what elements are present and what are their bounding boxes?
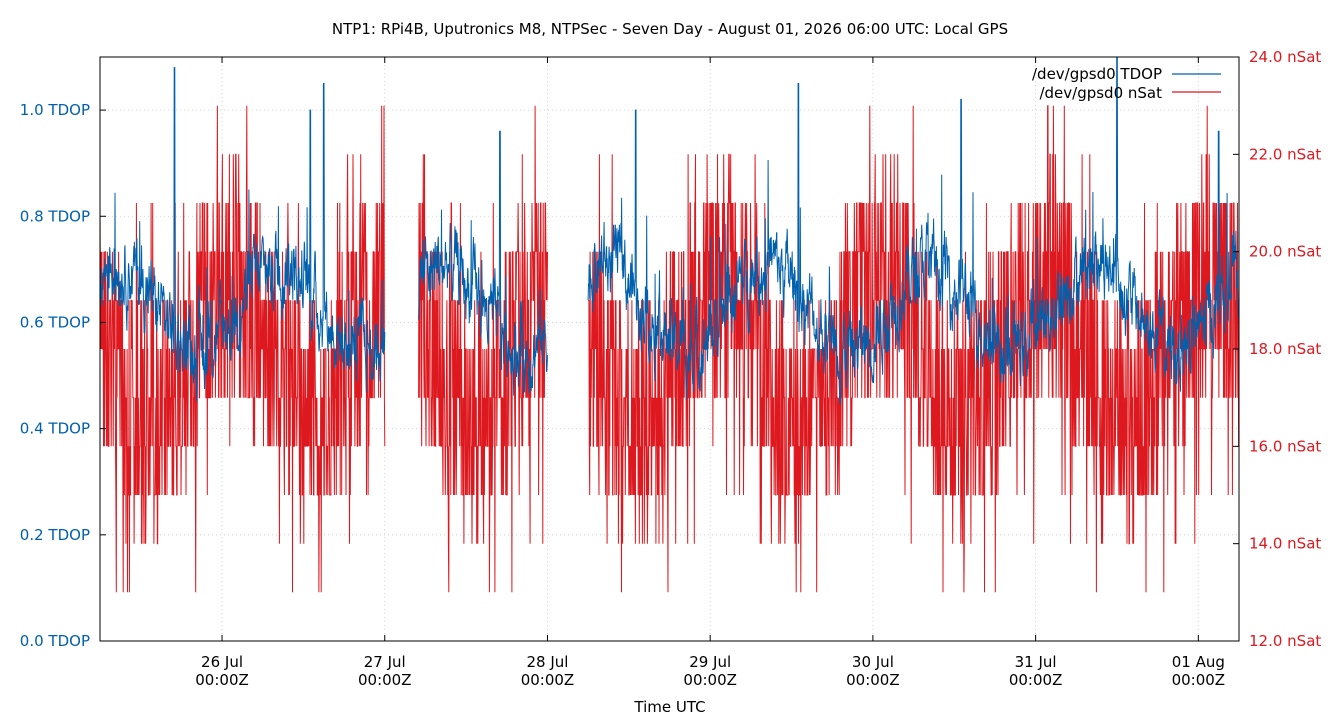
x-tick-label-time: 00:00Z [521,671,575,689]
y-right-tick-label: 16.0 nSat [1249,437,1321,455]
axis-labels: 0.0 TDOP 0.2 TDOP 0.4 TDOP 0.6 TDOP 0.8 TDOP… [20,48,1322,689]
axis-ticks [100,56,1239,642]
x-tick-label-date: 31 Jul [1015,653,1057,671]
x-tick-label-time: 00:00Z [846,671,900,689]
y-left-tick-label: 1.0 TDOP [20,101,90,119]
x-tick-label-date: 01 Aug [1172,653,1225,671]
series-nsat-line [418,105,548,593]
y-left-tick-label: 0.4 TDOP [20,420,90,438]
x-tick-label-time: 00:00Z [683,671,737,689]
x-tick-label-time: 00:00Z [195,671,249,689]
x-tick-label-date: 29 Jul [689,653,731,671]
y-right-tick-label: 14.0 nSat [1249,535,1321,553]
x-tick-label-date: 30 Jul [852,653,894,671]
y-right-tick-label: 22.0 nSat [1249,145,1321,163]
series-tdop-line [99,67,386,402]
y-right-tick-label: 12.0 nSat [1249,632,1321,650]
plot-area [99,56,1240,593]
y-left-tick-label: 0.2 TDOP [20,526,90,544]
x-tick-label-date: 26 Jul [201,653,243,671]
x-tick-label-time: 00:00Z [1009,671,1063,689]
y-left-tick-label: 0.6 TDOP [20,313,90,331]
x-tick-label-date: 27 Jul [364,653,406,671]
y-right-tick-label: 18.0 nSat [1249,340,1321,358]
series-tdop-line [418,130,548,396]
y-left-tick-label: 0.0 TDOP [20,632,90,650]
chart-title: NTP1: RPi4B, Uputronics M8, NTPSec - Sev… [332,20,1008,38]
legend-label-tdop: /dev/gpsd0 TDOP [1032,65,1162,83]
x-tick-label-date: 28 Jul [526,653,568,671]
x-tick-label-time: 00:00Z [1172,671,1226,689]
x-axis-label: Time UTC [633,698,705,716]
x-tick-label-time: 00:00Z [358,671,412,689]
legend: /dev/gpsd0 TDOP /dev/gpsd0 nSat [1032,65,1221,102]
y-right-tick-label: 20.0 nSat [1249,243,1321,261]
series-tdop-line [587,56,1240,405]
legend-label-nsat: /dev/gpsd0 nSat [1039,84,1162,102]
y-left-tick-label: 0.8 TDOP [20,207,90,225]
y-right-tick-label: 24.0 nSat [1249,48,1321,66]
